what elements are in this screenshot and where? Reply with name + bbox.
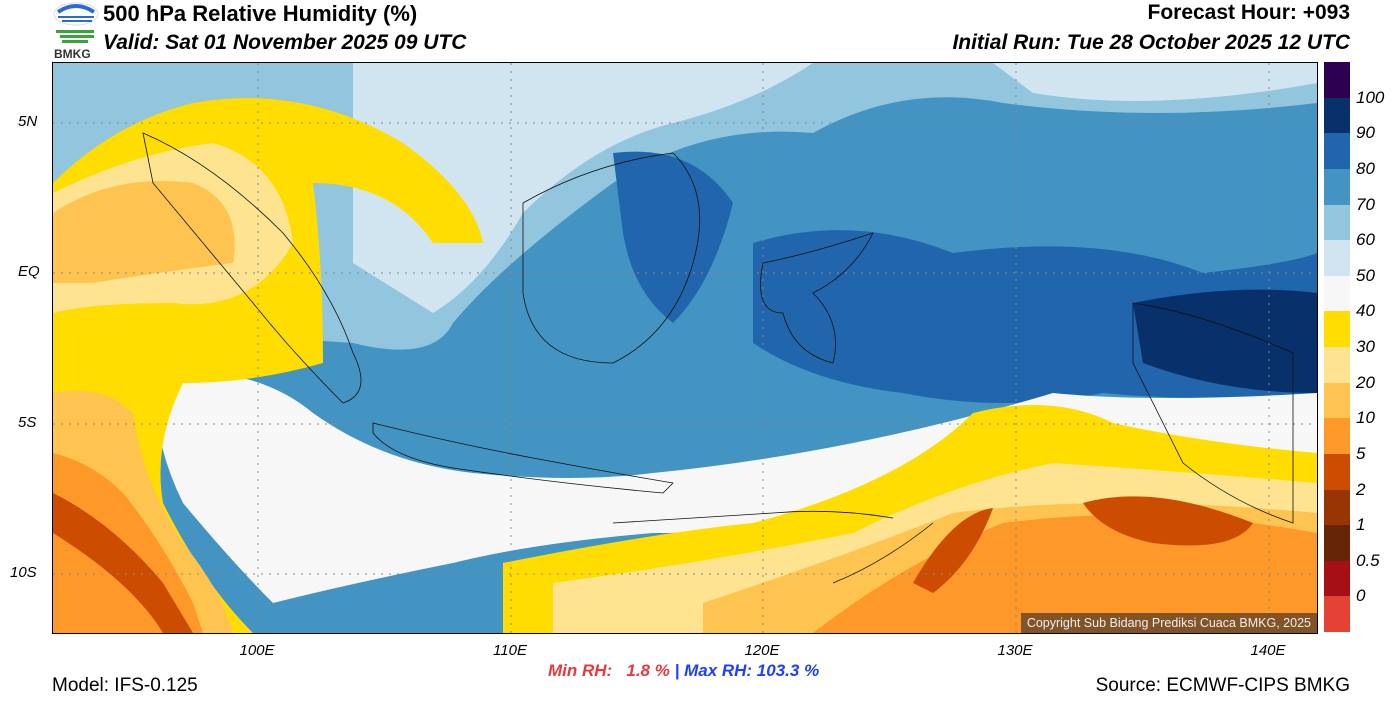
lon-label: 120E xyxy=(744,642,780,659)
min-max-stats: Min RH: 1.8 % | Max RH: 103.3 % xyxy=(548,661,819,681)
lon-label: 130E xyxy=(997,642,1033,659)
colorbar-label: 70 xyxy=(1356,194,1375,214)
colorbar-bin xyxy=(1324,311,1350,347)
source-label: Source: ECMWF-CIPS BMKG xyxy=(1095,675,1350,696)
colorbar-bin xyxy=(1324,560,1350,597)
colorbar-bin xyxy=(1324,204,1350,241)
colorbar-label: 20 xyxy=(1356,372,1375,392)
lat-label: 5S xyxy=(18,414,37,431)
colorbar-label: 30 xyxy=(1356,337,1375,356)
colorbar-label: 2 xyxy=(1356,479,1366,499)
colorbar-bin xyxy=(1324,418,1350,454)
min-rh: Min RH: 1.8 % xyxy=(548,661,670,680)
max-rh: | Max RH: 103.3 % xyxy=(674,661,820,680)
lat-label: EQ xyxy=(18,263,40,280)
copyright-notice: Copyright Sub Bidang Prediksi Cuaca BMKG… xyxy=(1020,613,1317,633)
colorbar-bin xyxy=(1324,168,1350,205)
forecast-hour: Forecast Hour: +093 xyxy=(1147,1,1351,24)
model-label: Model: IFS-0.125 xyxy=(52,675,198,696)
colorbar-label: 1 xyxy=(1356,515,1366,535)
colorbar-label: 40 xyxy=(1356,301,1375,321)
bmkg-logo: BMKG xyxy=(52,2,100,61)
colorbar-label: 60 xyxy=(1356,230,1375,250)
colorbar-label: 80 xyxy=(1356,158,1375,178)
lon-label: 140E xyxy=(1250,642,1286,659)
colorbar-label: 50 xyxy=(1356,265,1375,285)
valid-time: Valid: Sat 01 November 2025 09 UTC xyxy=(103,31,467,54)
lat-label: 5N xyxy=(18,113,38,130)
colorbar-bin xyxy=(1324,596,1350,632)
colorbar-bin xyxy=(1324,382,1350,419)
svg-text:BMKG: BMKG xyxy=(54,47,91,60)
colorbar-label: 90 xyxy=(1356,123,1375,143)
colorbar-label: 100 xyxy=(1356,87,1385,107)
colorbar-bin xyxy=(1324,133,1350,169)
humidity-map: Copyright Sub Bidang Prediksi Cuaca BMKG… xyxy=(52,62,1318,634)
colorbar-bin xyxy=(1324,525,1350,561)
lon-label: 100E xyxy=(239,642,275,659)
colorbar xyxy=(1324,62,1350,632)
colorbar-bin xyxy=(1324,97,1350,134)
colorbar-label: 5 xyxy=(1356,443,1366,463)
colorbar-bin xyxy=(1324,347,1350,383)
initial-run: Initial Run: Tue 28 October 2025 12 UTC xyxy=(952,31,1350,54)
colorbar-label: 10 xyxy=(1356,408,1375,428)
colorbar-bin xyxy=(1324,489,1350,526)
colorbar-bin xyxy=(1324,62,1350,98)
colorbar-bin xyxy=(1324,453,1350,490)
colorbar-bin xyxy=(1324,275,1350,312)
colorbar-label: 0 xyxy=(1356,586,1366,606)
colorbar-bin xyxy=(1324,240,1350,276)
chart-title: 500 hPa Relative Humidity (%) xyxy=(103,1,418,26)
lat-label: 10S xyxy=(10,564,37,581)
lon-label: 110E xyxy=(493,642,527,659)
colorbar-label: 0.5 xyxy=(1356,550,1380,570)
